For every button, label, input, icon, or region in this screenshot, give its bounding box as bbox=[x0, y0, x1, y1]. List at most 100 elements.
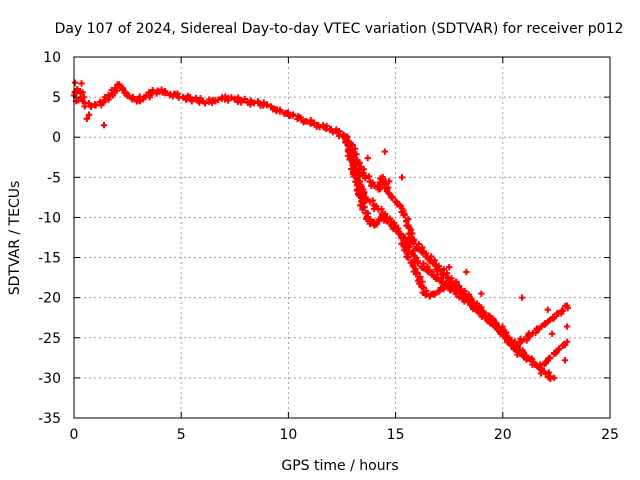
data-point bbox=[363, 213, 371, 221]
data-point bbox=[347, 155, 354, 162]
y-tick-label: -15 bbox=[38, 251, 61, 267]
data-point bbox=[79, 89, 86, 96]
data-point bbox=[384, 217, 391, 225]
y-tick-label: -30 bbox=[38, 371, 61, 387]
x-tick-label: 10 bbox=[279, 427, 297, 443]
data-point bbox=[418, 283, 426, 291]
data-point bbox=[546, 355, 554, 362]
data-point bbox=[499, 326, 506, 333]
data-point bbox=[129, 93, 137, 101]
data-point bbox=[366, 220, 374, 227]
data-point bbox=[478, 290, 485, 297]
data-point bbox=[80, 93, 88, 101]
data-point bbox=[563, 338, 571, 345]
data-point bbox=[303, 118, 310, 125]
x-tick-label: 15 bbox=[387, 427, 405, 443]
data-point bbox=[201, 100, 209, 107]
data-point bbox=[398, 174, 406, 181]
data-point bbox=[186, 94, 194, 101]
data-point bbox=[463, 268, 470, 276]
data-point bbox=[389, 193, 396, 200]
data-point bbox=[414, 260, 422, 267]
data-point bbox=[563, 302, 571, 309]
data-point bbox=[85, 111, 93, 118]
data-point bbox=[518, 294, 526, 301]
data-point bbox=[174, 90, 181, 97]
data-point bbox=[460, 287, 468, 295]
data-point bbox=[434, 275, 441, 283]
data-point bbox=[289, 111, 297, 118]
data-point bbox=[393, 225, 400, 232]
data-point bbox=[489, 318, 496, 325]
data-point bbox=[412, 271, 420, 278]
data-point bbox=[527, 333, 534, 340]
y-tick-label: -10 bbox=[38, 210, 61, 226]
data-point bbox=[310, 119, 317, 127]
data-point bbox=[440, 286, 447, 293]
axis-layer: 0 5 10 15 20 25 10 5 0 -5 -10 -15 -20 -25 -30 -35 bbox=[38, 50, 619, 443]
x-tick-label: 5 bbox=[177, 427, 186, 443]
data-point bbox=[380, 178, 387, 186]
data-point bbox=[92, 102, 99, 109]
data-point bbox=[364, 210, 372, 217]
data-point bbox=[109, 92, 117, 99]
data-point bbox=[75, 97, 82, 104]
data-point bbox=[456, 294, 463, 301]
data-point bbox=[544, 306, 552, 313]
data-point bbox=[453, 278, 460, 285]
y-tick-label: -25 bbox=[38, 331, 61, 347]
plot-frame bbox=[73, 56, 611, 419]
data-point bbox=[356, 186, 364, 194]
x-axis-title: GPS time / hours bbox=[281, 458, 398, 474]
data-point bbox=[83, 115, 91, 122]
data-point bbox=[215, 96, 222, 103]
data-point bbox=[360, 204, 367, 212]
data-point bbox=[374, 182, 382, 190]
data-point bbox=[162, 89, 169, 97]
data-point bbox=[196, 99, 203, 106]
data-point bbox=[100, 121, 108, 129]
data-point bbox=[550, 314, 558, 322]
data-point bbox=[411, 253, 418, 260]
data-point bbox=[350, 173, 358, 180]
data-point bbox=[99, 99, 107, 106]
y-axis-title: SDTVAR / TECUs bbox=[7, 181, 23, 296]
data-point bbox=[405, 243, 412, 251]
y-tick-label: -35 bbox=[38, 411, 61, 427]
data-point bbox=[276, 106, 284, 113]
data-point bbox=[71, 79, 79, 86]
data-point bbox=[433, 266, 440, 273]
data-layer bbox=[70, 79, 571, 382]
data-point bbox=[523, 337, 530, 344]
data-point bbox=[512, 346, 520, 353]
data-point bbox=[422, 253, 429, 260]
y-tick-label: -20 bbox=[38, 291, 61, 307]
y-tick-label: 5 bbox=[52, 90, 61, 106]
data-point bbox=[551, 374, 558, 382]
data-point bbox=[471, 301, 478, 308]
x-tick-label: 20 bbox=[494, 427, 512, 443]
data-point bbox=[442, 282, 449, 290]
data-point bbox=[405, 224, 413, 232]
data-point bbox=[428, 271, 435, 278]
data-point bbox=[221, 96, 229, 103]
data-point bbox=[385, 178, 393, 185]
data-point bbox=[548, 330, 556, 337]
data-point bbox=[81, 103, 88, 110]
chart-title: Day 107 of 2024, Sidereal Day-to-day VTE… bbox=[55, 21, 624, 37]
data-point bbox=[78, 80, 85, 87]
data-point bbox=[369, 197, 376, 204]
data-point bbox=[85, 100, 93, 107]
data-point bbox=[364, 154, 371, 162]
y-tick-label: 0 bbox=[52, 130, 61, 146]
data-point bbox=[372, 202, 380, 210]
x-tick-label: 25 bbox=[601, 427, 619, 443]
data-point bbox=[446, 263, 453, 271]
data-point bbox=[250, 99, 258, 107]
data-point bbox=[353, 151, 360, 158]
data-point bbox=[360, 190, 367, 197]
y-tick-label: 10 bbox=[43, 50, 61, 66]
data-point bbox=[431, 291, 438, 298]
data-point bbox=[417, 273, 424, 281]
